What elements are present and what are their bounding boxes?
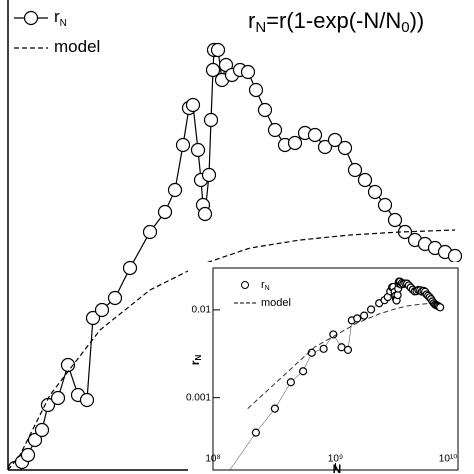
legend-marker	[23, 10, 39, 26]
data-point	[240, 64, 256, 80]
data-point	[286, 378, 295, 387]
inset-y-label-text: r	[188, 360, 202, 365]
legend-label: rN	[54, 7, 67, 28]
data-point	[287, 135, 303, 151]
data-point	[337, 140, 353, 156]
data-point	[436, 303, 445, 312]
data-point	[357, 172, 373, 188]
data-point	[353, 314, 362, 323]
data-point	[267, 122, 283, 138]
data-point	[366, 305, 376, 314]
data-point	[377, 197, 393, 213]
data-point	[203, 112, 219, 128]
data-point	[50, 390, 66, 406]
data-point	[327, 132, 343, 148]
inset-x-tick-label: 10⁸	[205, 454, 220, 465]
title-subscript: N	[255, 19, 266, 36]
data-point	[201, 167, 217, 183]
title-text: =r(1-exp(-N/N	[266, 8, 401, 33]
inset-y-label: rN	[188, 355, 203, 366]
inset-legend-label: rN	[261, 279, 270, 292]
data-point	[257, 102, 273, 118]
data-point	[270, 404, 279, 413]
data-point	[299, 367, 308, 376]
data-point	[248, 82, 264, 98]
inset-x-tick-label: 10¹⁰	[439, 454, 457, 465]
data-point	[175, 137, 191, 153]
data-point	[319, 344, 328, 353]
data-point	[94, 302, 110, 318]
data-point	[157, 204, 173, 220]
data-point	[447, 248, 463, 264]
data-point	[251, 428, 261, 437]
data-point	[27, 432, 43, 448]
data-point	[205, 62, 221, 78]
data-point	[185, 97, 201, 113]
data-point	[343, 345, 353, 355]
inset-legend-text: model	[261, 297, 291, 309]
data-point	[347, 162, 363, 178]
inset-legend-text: r	[261, 279, 265, 291]
data-point	[85, 310, 101, 326]
inset-legend-subscript: N	[265, 285, 270, 292]
title-text: ))	[410, 8, 425, 33]
data-point	[387, 212, 403, 228]
data-point	[167, 182, 183, 198]
data-point	[122, 260, 138, 276]
data-point	[307, 348, 316, 357]
title-text: r	[248, 8, 255, 33]
inset-legend-marker	[241, 281, 249, 289]
inset-legend-label: model	[261, 297, 291, 309]
data-point	[317, 139, 333, 155]
data-point	[142, 224, 158, 240]
legend-text: r	[54, 7, 60, 26]
data-point	[107, 290, 123, 306]
legend-subscript: N	[60, 18, 67, 29]
inset-y-label-subscript: N	[194, 355, 203, 361]
data-point	[79, 392, 95, 408]
data-point	[210, 42, 226, 58]
main-plot	[8, 42, 463, 470]
data-point	[197, 206, 213, 222]
inset-x-tick-label: 10⁹	[328, 454, 343, 465]
inset-y-tick-label: 0.01	[192, 305, 212, 316]
model-line	[247, 302, 441, 409]
inset-y-tick-label: 0.001	[186, 392, 211, 403]
data-point	[34, 422, 50, 438]
data-point	[393, 290, 402, 300]
legend-text: model	[54, 37, 100, 56]
inset-x-label: N	[333, 462, 342, 474]
data-point	[20, 447, 36, 463]
title-subscript: 0	[401, 19, 409, 36]
chart-title: rN=r(1-exp(-N/N0))	[248, 8, 424, 36]
data-point	[367, 184, 383, 200]
legend-label: model	[54, 37, 100, 56]
inset-plot	[229, 277, 445, 470]
data-point	[360, 311, 369, 320]
data-point	[307, 127, 323, 143]
data-point	[190, 142, 206, 158]
